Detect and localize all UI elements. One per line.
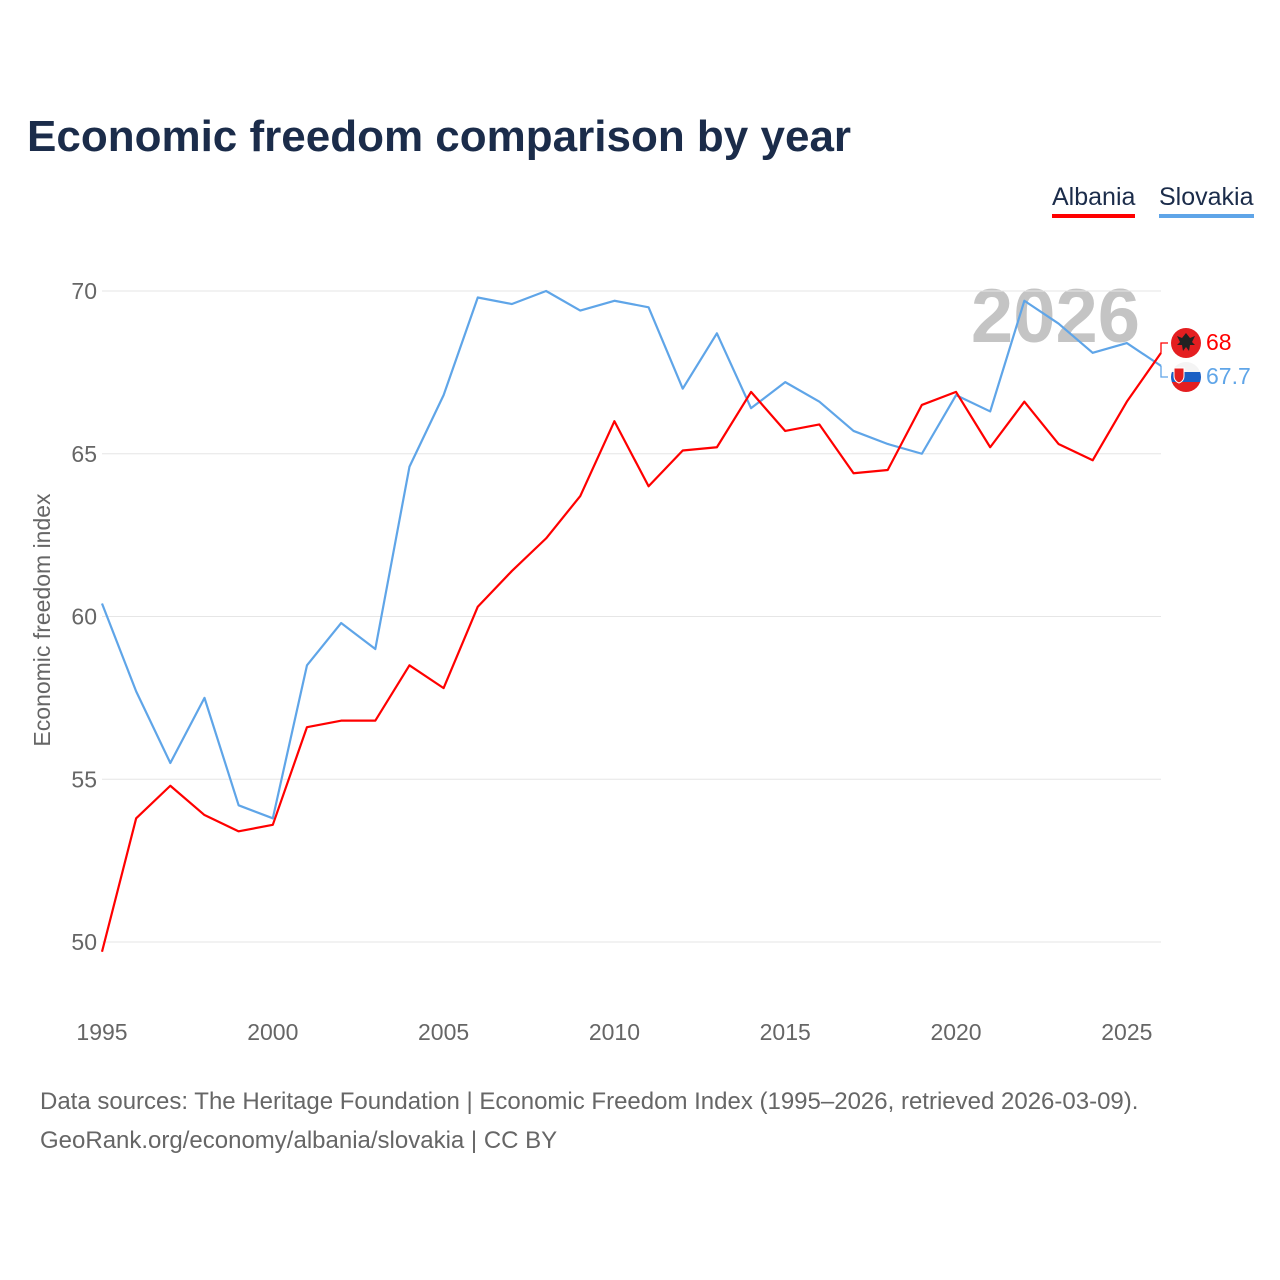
albania-connector xyxy=(1160,342,1168,353)
series-line-albania xyxy=(100,352,1162,953)
slovakia-flag-icon xyxy=(1171,362,1201,372)
y-tick-label: 65 xyxy=(71,441,97,467)
slovakia-connector xyxy=(1160,365,1168,378)
albania-eagle-icon xyxy=(1177,333,1195,351)
x-tick-label: 2005 xyxy=(418,1019,469,1045)
slovakia-flag-red xyxy=(1171,382,1201,392)
x-tick-label: 2010 xyxy=(589,1019,640,1045)
slovakia-end-label: 67.7 xyxy=(1206,363,1251,389)
legend-slovakia[interactable]: Slovakia xyxy=(1159,183,1254,218)
y-tick-label: 60 xyxy=(71,604,97,630)
x-tick-label: 1995 xyxy=(76,1019,127,1045)
chart-title: Economic freedom comparison by year xyxy=(27,112,852,161)
source-url: GeoRank.org/economy/albania/slovakia | C… xyxy=(40,1127,558,1154)
slovakia-coat-icon xyxy=(1173,367,1185,384)
x-tick-label: 2000 xyxy=(247,1019,298,1045)
x-tick-label: 2025 xyxy=(1101,1019,1152,1045)
y-axis-label: Economic freedom index xyxy=(29,493,55,747)
watermark-year: 2026 xyxy=(971,274,1140,359)
slovakia-flag-blue xyxy=(1171,372,1201,382)
albania-end-label: 68 xyxy=(1206,329,1232,355)
y-tick-label: 50 xyxy=(71,929,97,955)
y-tick-label: 70 xyxy=(71,278,97,304)
x-tick-label: 2015 xyxy=(760,1019,811,1045)
series-line-slovakia xyxy=(100,289,1162,820)
x-tick-label: 2020 xyxy=(930,1019,981,1045)
y-tick-label: 55 xyxy=(71,766,97,792)
source-text: Data sources: The Heritage Foundation | … xyxy=(40,1088,1139,1115)
legend-albania[interactable]: Albania xyxy=(1052,183,1136,218)
